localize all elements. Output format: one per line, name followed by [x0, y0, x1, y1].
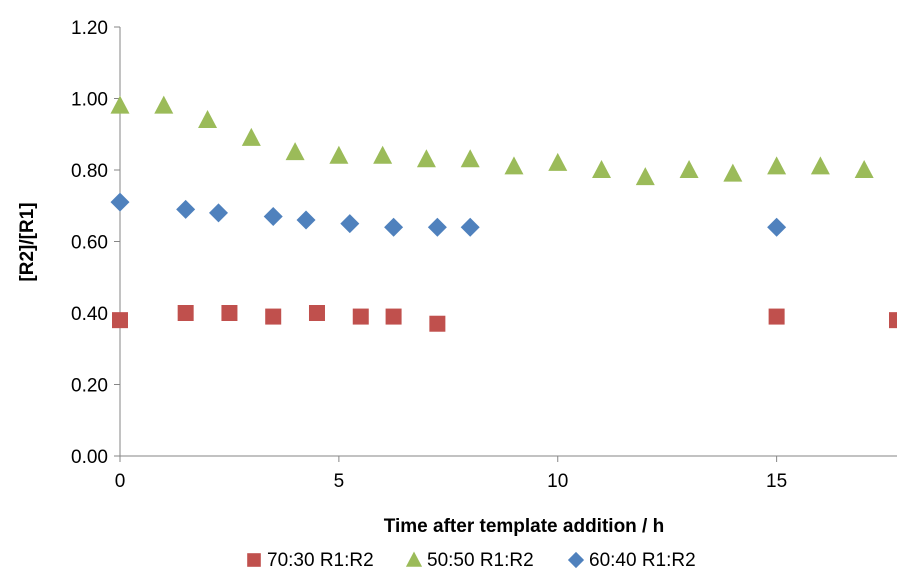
data-point [810, 156, 830, 175]
data-point [329, 145, 349, 164]
data-point [854, 160, 874, 178]
data-point [427, 217, 447, 237]
data-point [285, 142, 305, 161]
data-point [768, 308, 785, 325]
data-point [208, 203, 228, 223]
data-point [592, 160, 612, 178]
y-axis-title: [R2]/[R1] [17, 202, 38, 281]
legend-item: 70:30 R1:R2 [247, 550, 374, 571]
data-point [241, 127, 261, 146]
y-tick-label: 1.20 [71, 18, 108, 39]
data-point [340, 214, 360, 234]
data-point [373, 145, 393, 164]
data-point [767, 156, 787, 175]
x-tick-label: 0 [115, 471, 126, 492]
legend: 70:30 R1:R2 50:50 R1:R2 60:40 R1:R2 [247, 550, 696, 571]
x-tick-labels: 0 5 10 15 [115, 471, 787, 492]
data-point [679, 160, 699, 178]
data-point [110, 95, 130, 114]
data-point [221, 305, 238, 321]
x-tick-label: 5 [334, 471, 345, 492]
data-point [635, 167, 655, 186]
data-point [177, 305, 194, 321]
legend-item: 50:50 R1:R2 [405, 550, 534, 571]
y-tick-label: 0.40 [71, 304, 108, 325]
data-point [723, 163, 743, 182]
data-point [296, 210, 316, 230]
data-point [154, 95, 174, 114]
x-axis-title: Time after template addition / h [384, 516, 664, 537]
y-tick-label: 0.80 [71, 161, 108, 182]
x-tick-label: 15 [766, 471, 787, 492]
legend-label: 60:40 R1:R2 [589, 550, 696, 571]
data-point [198, 109, 218, 128]
data-point [384, 217, 404, 237]
axes [114, 26, 897, 462]
series-triangle [110, 95, 874, 186]
data-point [110, 192, 130, 212]
data-point [548, 152, 568, 171]
legend-item: 60:40 R1:R2 [567, 550, 696, 571]
y-tick-labels: 0.00 0.20 0.40 0.60 0.80 1.00 1.20 [71, 18, 108, 468]
data-point [460, 217, 480, 237]
y-tick-label: 1.00 [71, 90, 108, 111]
legend-swatch [247, 553, 261, 567]
x-tick-label: 10 [547, 471, 568, 492]
data-point [263, 206, 283, 226]
data-markers [110, 95, 897, 332]
data-point [385, 308, 402, 325]
y-tick-label: 0.00 [71, 447, 108, 468]
data-point [416, 149, 436, 168]
legend-swatch [567, 551, 585, 569]
series-diamond [110, 192, 787, 237]
data-point [429, 315, 446, 332]
data-point [352, 308, 369, 325]
data-point [308, 305, 325, 321]
legend-label: 50:50 R1:R2 [427, 550, 534, 571]
data-point [460, 149, 480, 168]
data-point [504, 156, 524, 175]
data-point [112, 312, 128, 329]
legend-swatch [405, 551, 423, 567]
data-point [889, 312, 897, 329]
series-square [112, 305, 897, 332]
y-tick-label: 0.20 [71, 376, 108, 397]
data-point [265, 308, 282, 325]
legend-label: 70:30 R1:R2 [267, 550, 374, 571]
y-tick-label: 0.60 [71, 233, 108, 254]
data-point [176, 199, 196, 219]
data-point [767, 217, 787, 237]
